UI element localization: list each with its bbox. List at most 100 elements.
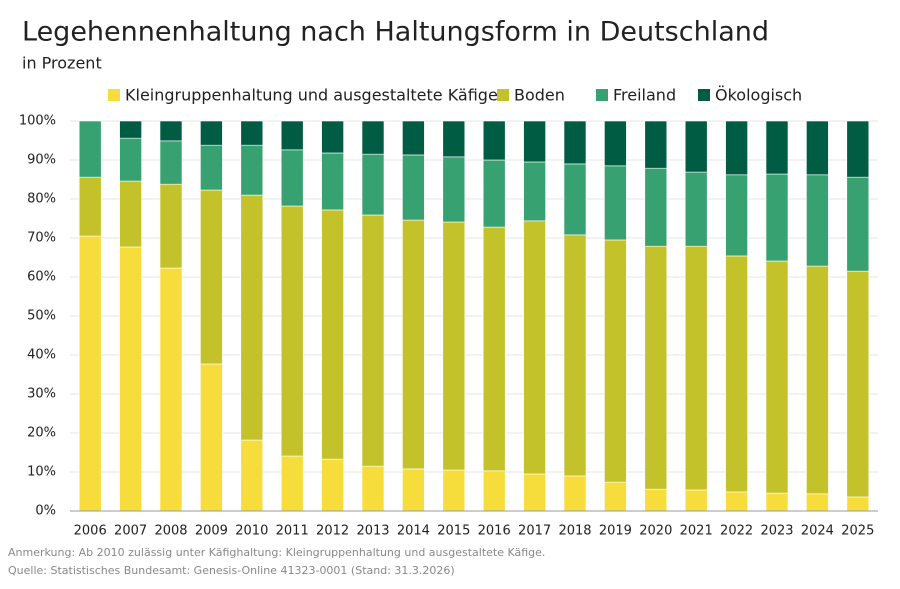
- bar-segment: [765, 120, 789, 175]
- bar-segment: [765, 173, 789, 262]
- x-tick-label: 2024: [801, 524, 834, 539]
- x-tick-label: 2010: [235, 524, 268, 539]
- bar-segment: [240, 144, 264, 196]
- bar-segment: [725, 120, 748, 176]
- bar-segment: [402, 120, 425, 156]
- bar-segment: [684, 489, 708, 512]
- legend-marker: [596, 89, 608, 101]
- y-tick-label: 30%: [27, 387, 56, 402]
- bar-segment: [563, 234, 587, 477]
- bar-segment: [119, 120, 142, 139]
- legend-label: Ökologisch: [715, 86, 802, 105]
- bar-segment: [159, 183, 183, 269]
- bar-segment: [321, 120, 344, 154]
- bar-segment: [402, 219, 425, 470]
- x-tick-label: 2008: [154, 524, 187, 539]
- bar-segment: [321, 152, 344, 211]
- y-tick-label: 90%: [27, 153, 56, 168]
- y-tick-label: 70%: [27, 231, 56, 246]
- bar-segment: [402, 468, 425, 512]
- bar-segment: [806, 174, 829, 267]
- bar-segment: [523, 120, 546, 163]
- bar-segment: [200, 189, 223, 365]
- bar-segment: [159, 140, 183, 185]
- bar-segment: [240, 120, 264, 146]
- bar-segment: [78, 120, 102, 178]
- x-tick-label: 2017: [518, 524, 551, 539]
- bar-segment: [482, 159, 506, 228]
- bar-segment: [765, 492, 789, 512]
- bar-segment: [482, 226, 506, 472]
- legend-label: Boden: [514, 86, 565, 105]
- note: Anmerkung: Ab 2010 zulässig unter Käfigh…: [8, 546, 545, 559]
- legend-marker: [698, 89, 710, 101]
- bar-segment: [442, 156, 466, 223]
- bar-segment: [361, 120, 385, 155]
- bar-segment: [684, 171, 708, 247]
- bar-segment: [442, 120, 466, 158]
- x-tick-label: 2018: [558, 524, 591, 539]
- bar-segment: [725, 491, 748, 512]
- bar-segment: [78, 176, 102, 237]
- bar-segment: [684, 245, 708, 491]
- bar-segment: [563, 475, 587, 512]
- bar-segment: [644, 488, 668, 512]
- bar-segment: [78, 235, 102, 512]
- bar-segment: [523, 473, 546, 512]
- x-tick-label: 2016: [478, 524, 511, 539]
- bar-segment: [806, 493, 829, 512]
- x-tick-label: 2009: [195, 524, 228, 539]
- legend-label: Freiland: [613, 86, 676, 105]
- bar-segment: [604, 120, 627, 167]
- bar-segment: [280, 149, 304, 207]
- x-tick-label: 2007: [114, 524, 147, 539]
- legend-label: Kleingruppenhaltung und ausgestaltete Kä…: [125, 86, 498, 105]
- bar-segment: [321, 458, 344, 512]
- bar-segment: [442, 221, 466, 471]
- bar-segment: [604, 481, 627, 512]
- bar-segment: [644, 120, 668, 169]
- bar-segment: [725, 174, 748, 257]
- bar-segment: [563, 163, 587, 236]
- y-tick-label: 80%: [27, 192, 56, 207]
- bar-segment: [482, 470, 506, 512]
- bar-segment: [361, 214, 385, 467]
- chart-subtitle: in Prozent: [22, 54, 102, 73]
- bar-segment: [846, 270, 870, 498]
- x-tick-label: 2015: [437, 524, 470, 539]
- bar-segment: [361, 465, 385, 512]
- bar-segment: [846, 120, 870, 178]
- source: Quelle: Statistisches Bundesamt: Genesis…: [8, 564, 455, 577]
- bar-segment: [806, 265, 829, 495]
- bar-segment: [523, 161, 546, 222]
- x-tick-label: 2019: [599, 524, 632, 539]
- bar-segment: [644, 167, 668, 247]
- x-tick-label: 2020: [639, 524, 672, 539]
- y-tick-label: 60%: [27, 270, 56, 285]
- bar-segment: [159, 120, 183, 142]
- x-tick-label: 2021: [680, 524, 713, 539]
- bar-segment: [321, 209, 344, 460]
- bar-segment: [361, 153, 385, 216]
- bar-segment: [240, 439, 264, 512]
- bar-segment: [846, 496, 870, 512]
- bar-segment: [280, 455, 304, 512]
- chart-title: Legehennenhaltung nach Haltungsform in D…: [22, 17, 769, 48]
- bar-segment: [765, 260, 789, 494]
- x-tick-label: 2014: [397, 524, 430, 539]
- x-tick-label: 2022: [720, 524, 753, 539]
- legend-marker: [497, 89, 509, 101]
- y-tick-label: 10%: [27, 465, 56, 480]
- bar-segment: [644, 245, 668, 490]
- bar-segment: [200, 120, 223, 146]
- bar-segment: [442, 469, 466, 512]
- y-tick-label: 40%: [27, 348, 56, 363]
- bar-segment: [402, 154, 425, 221]
- bar-segment: [846, 176, 870, 272]
- bar-segment: [280, 120, 304, 151]
- bar-segment: [523, 220, 546, 475]
- bar-segment: [159, 267, 183, 512]
- bar-segment: [200, 363, 223, 512]
- bar-segment: [604, 239, 627, 483]
